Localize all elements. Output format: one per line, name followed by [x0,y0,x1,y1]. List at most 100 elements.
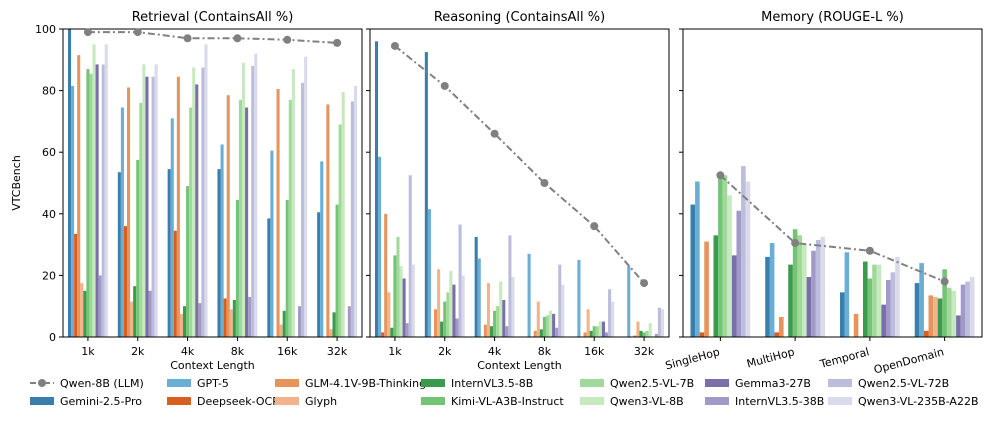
bar-kimi-vl-a3b-instruct-2k [136,159,140,337]
legend-item-gemma3-27b: Gemma3-27B [705,377,811,390]
plot-frame [369,28,670,338]
bar-qwen3-vl-235b-a22b-1k [411,264,415,337]
line-point-singlehop [716,171,725,180]
bar-gemma3-27b-16k [601,321,605,337]
bar-kimi-vl-a3b-instruct-opendomain [942,269,947,337]
bar-internvl3-5-8b-4k [182,306,187,337]
x-tick-label-32k: 32k [634,345,655,358]
y-tick-label: 80 [42,85,56,98]
bar-gpt-5-1k [378,156,382,337]
bar-internvl3-5-38b-multihop [811,250,816,337]
bar-gemini-2-5-pro-1k [374,41,379,337]
bar-gemini-2-5-pro-multihop [765,256,770,337]
bar-internvl3-5-38b-opendomain [960,284,966,337]
x-axis-label: Context Length [170,359,255,372]
bar-internvl3-5-38b-4k [505,326,509,337]
bar-qwen3-vl-8b-1k [399,266,403,337]
bar-gemini-2-5-pro-4k [167,169,171,337]
bar-glm-4-1v-9b-thinking-1k [77,55,81,338]
plot-area [370,29,669,337]
legend-label: Glyph [305,395,337,408]
bar-qwen2-5-vl-7b-multihop [797,235,803,337]
legend-swatch [167,397,191,405]
bar-deepseek-ocr-singlehop [699,332,705,337]
legend-swatch [580,379,604,387]
bar-qwen3-vl-235b-a22b-multihop [820,236,826,337]
x-tick-label-opendomain: OpenDomain [872,345,945,376]
bar-deepseek-ocr-opendomain [923,330,929,337]
bar-glm-4-1v-9b-thinking-16k [583,332,587,337]
legend-label: Gemini-2.5-Pro [60,395,142,408]
x-tick-label-8k: 8k [538,345,552,358]
bar-internvl3-5-38b-1k [405,323,409,337]
line-point-32k [333,38,342,47]
bar-internvl3-5-8b-opendomain [937,298,943,337]
bar-qwen3-vl-235b-a22b-16k [304,56,308,337]
bar-gemini-2-5-pro-temporal [839,292,845,337]
panel-retrieval-containsall: 0 20 40 60 80 100 1k 2k 4k 8k 16k 32k Retrieval (Con… [10,10,363,372]
bar-qwen2-5-vl-72b-16k [301,82,305,338]
bar-internvl3-5-38b-temporal [885,280,891,337]
y-tick-label: 40 [42,208,56,221]
bar-kimi-vl-a3b-instruct-32k [642,332,646,337]
bar-qwen3-vl-235b-a22b-2k [461,275,465,337]
x-tick-label-singlehop: SingleHop [664,345,721,372]
y-tick-label: 20 [42,269,56,282]
bar-gemini-2-5-pro-1k [67,29,72,337]
x-tick-label-1k: 1k [388,345,402,358]
bar-gemini-2-5-pro-2k [424,52,428,337]
bar-internvl3-5-38b-16k [297,306,302,337]
panel-reasoning-containsall: 1k 2k 4k 8k 16k 32k Reasoning (ContainsAll %) C… [366,10,670,372]
legend-label: InternVL3.5-8B [451,377,533,390]
bar-qwen3-vl-235b-a22b-4k [511,276,515,337]
bar-glyph-8k [536,301,540,337]
bar-qwen3-vl-235b-a22b-opendomain [969,276,975,337]
line-point-multihop [791,239,800,248]
legend-label: Deepseek-OCR [197,395,280,408]
bar-gemma3-27b-8k [245,107,249,337]
bar-gemma3-27b-4k [195,84,199,337]
bar-qwen3-vl-8b-4k [192,67,196,337]
bar-qwen3-vl-8b-4k [499,281,503,337]
legend-label: Qwen2.5-VL-72B [858,377,949,390]
bar-glm-4-1v-9b-thinking-4k [483,324,487,337]
bar-glm-4-1v-9b-thinking-multihop [779,316,784,337]
bar-qwen2-5-vl-7b-temporal [872,264,877,337]
legend-item-gemini-2-5-pro: Gemini-2.5-Pro [30,395,142,408]
bar-gemma3-27b-2k [145,76,149,338]
bar-gemma3-27b-singlehop [731,255,737,337]
bar-gpt-5-16k [577,260,581,337]
bar-glyph-2k [437,269,441,337]
bar-glm-4-1v-9b-thinking-8k [533,330,537,337]
bar-kimi-vl-a3b-instruct-multihop [792,229,798,337]
x-tick-label-multihop: MultiHop [745,345,796,370]
line-point-4k [490,129,499,138]
legend-swatch [828,397,852,405]
bar-internvl3-5-8b-8k [232,300,236,337]
bar-gemma3-27b-1k [402,278,406,337]
line-point-32k [640,279,649,288]
bar-glyph-opendomain [933,296,938,337]
line-point-4k [183,34,192,43]
bar-qwen2-5-vl-72b-32k [657,307,661,337]
bar-qwen2-5-vl-72b-singlehop [741,166,746,337]
bar-qwen3-vl-235b-a22b-temporal [895,256,900,337]
bar-glyph-32k [329,329,333,337]
bar-qwen3-vl-8b-multihop [802,244,807,337]
legend-label: Gemma3-27B [735,377,811,390]
bar-gpt-5-8k [527,253,531,337]
bar-internvl3-5-8b-1k [390,327,394,337]
bar-internvl3-5-38b-16k [604,332,609,337]
line-qwen-8b-llm [394,45,645,284]
bar-glyph-16k [279,324,283,337]
bar-internvl3-5-38b-32k [654,333,658,337]
legend-label: GLM-4.1V-9B-Thinking [305,377,426,390]
bar-gemma3-27b-multihop [806,276,812,337]
bar-qwen2-5-vl-7b-32k [645,330,649,337]
bar-qwen3-vl-8b-temporal [876,264,882,337]
legend-label: InternVL3.5-38B [735,395,824,408]
bar-glyph-16k [586,309,590,337]
bar-qwen3-vl-235b-a22b-singlehop [745,181,751,337]
bar-gemini-2-5-pro-4k [474,236,478,337]
bar-internvl3-5-8b-temporal [862,261,868,337]
